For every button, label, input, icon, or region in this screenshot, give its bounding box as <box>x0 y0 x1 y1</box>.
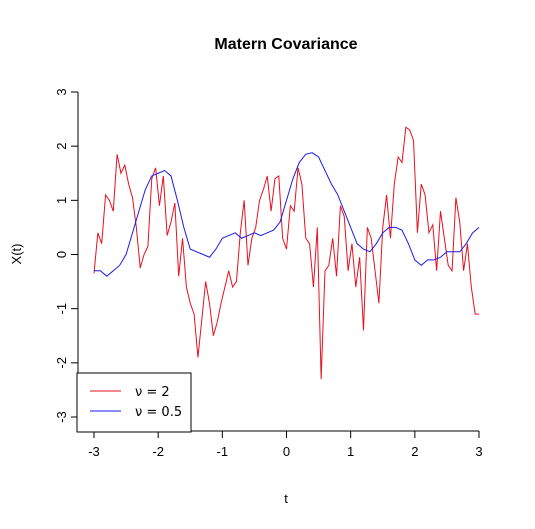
legend-label-1: ν = 2 <box>135 385 170 400</box>
x-axis-label: t <box>284 491 288 506</box>
legend: ν = 2 ν = 0.5 <box>76 372 192 433</box>
y-tick-label: -2 <box>54 357 69 369</box>
legend-label-2: ν = 0.5 <box>135 405 182 420</box>
series-group <box>93 126 480 380</box>
y-tick-label: 2 <box>54 143 69 150</box>
x-tick-label: 3 <box>475 444 482 459</box>
x-tick-label: -2 <box>152 444 164 459</box>
axes: -3 -2 -1 0 1 2 3 -3 -2 -1 0 1 2 3 <box>54 88 483 459</box>
y-tick-label: 0 <box>54 251 69 258</box>
series-line-2 <box>94 152 480 277</box>
x-tick-label: 1 <box>347 444 354 459</box>
chart-title: Matern Covariance <box>214 36 357 53</box>
y-axis-label: X(t) <box>9 244 24 265</box>
y-tick-label: 3 <box>54 88 69 95</box>
x-tick-label: 2 <box>411 444 418 459</box>
y-tick-label: 1 <box>54 197 69 204</box>
legend-box <box>76 372 192 433</box>
y-ticks: -3 -2 -1 0 1 2 3 <box>54 88 78 423</box>
x-tick-label: 0 <box>283 444 290 459</box>
x-tick-label: -3 <box>88 444 100 459</box>
y-tick-label: -1 <box>54 303 69 315</box>
x-ticks: -3 -2 -1 0 1 2 3 <box>88 431 483 459</box>
x-tick-label: -1 <box>217 444 229 459</box>
y-tick-label: -3 <box>54 411 69 423</box>
series-line-1 <box>93 126 479 380</box>
